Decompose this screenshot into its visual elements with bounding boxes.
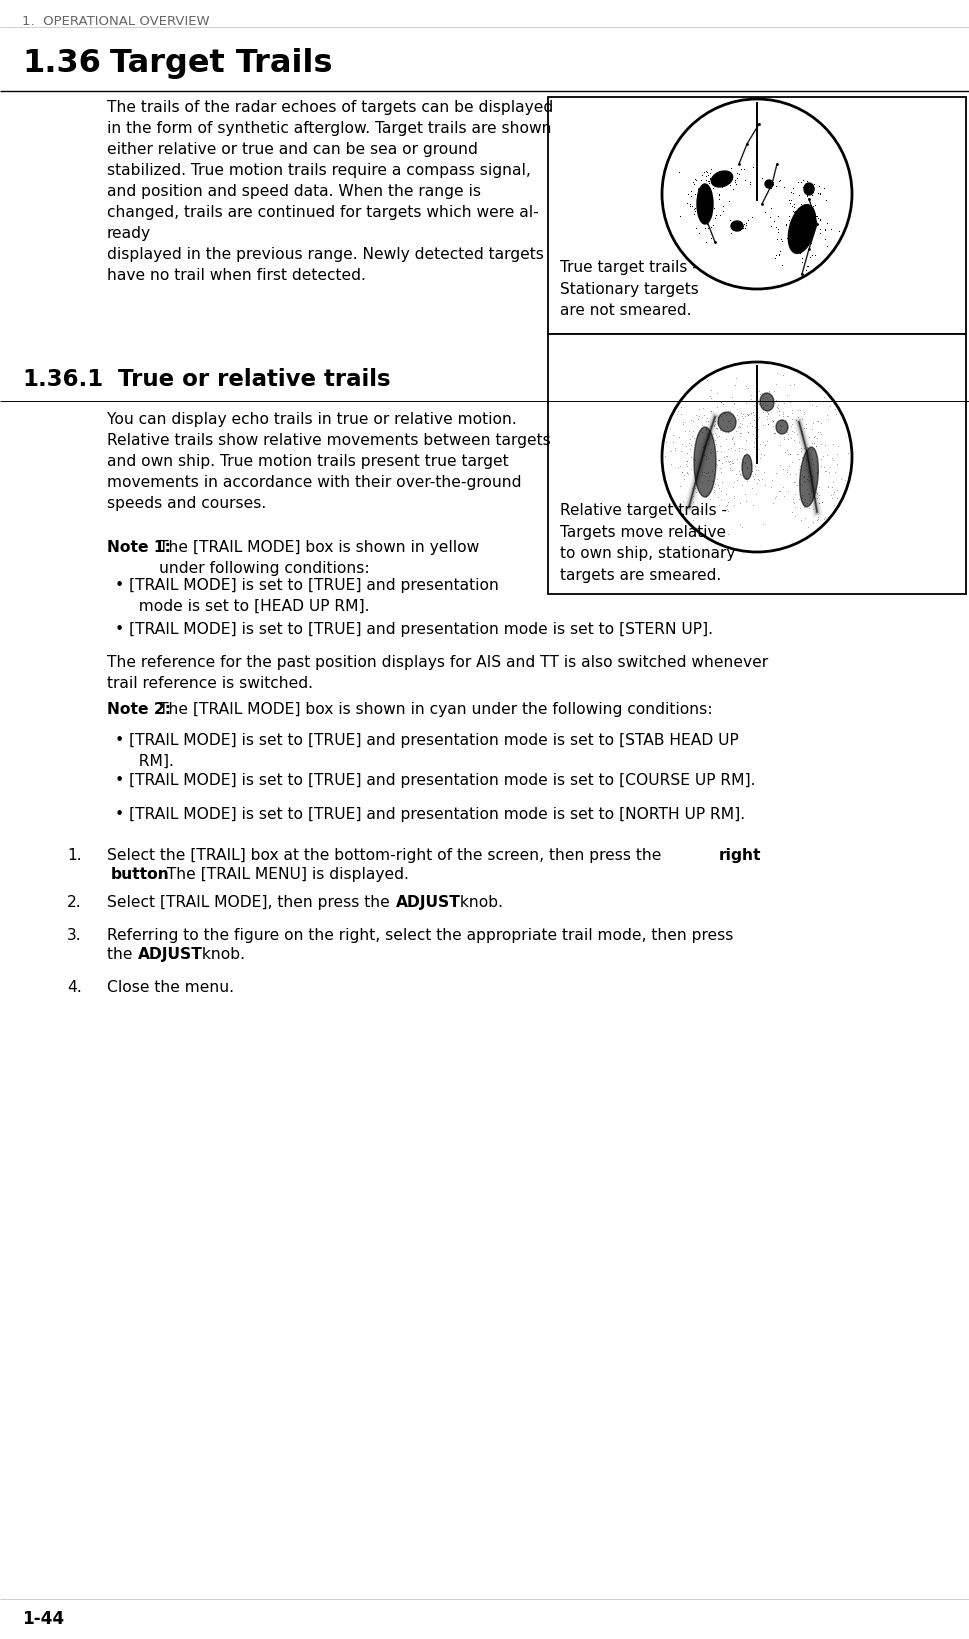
Text: 4.: 4. xyxy=(67,980,81,995)
Text: [TRAIL MODE] is set to [TRUE] and presentation mode is set to [NORTH UP RM].: [TRAIL MODE] is set to [TRUE] and presen… xyxy=(129,806,744,821)
Text: •: • xyxy=(115,621,124,636)
Text: [TRAIL MODE] is set to [TRUE] and presentation mode is set to [STERN UP].: [TRAIL MODE] is set to [TRUE] and presen… xyxy=(129,621,712,636)
Text: True or relative trails: True or relative trails xyxy=(118,367,391,390)
Text: ADJUST: ADJUST xyxy=(395,895,460,910)
Ellipse shape xyxy=(697,185,712,225)
Ellipse shape xyxy=(803,184,813,197)
Text: 2.: 2. xyxy=(67,895,81,910)
Ellipse shape xyxy=(731,221,742,231)
Text: •: • xyxy=(115,577,124,593)
Text: Select [TRAIL MODE], then press the: Select [TRAIL MODE], then press the xyxy=(107,895,394,910)
Text: Note 2:: Note 2: xyxy=(107,701,171,716)
Text: 1.36: 1.36 xyxy=(22,48,101,79)
Text: •: • xyxy=(115,772,124,787)
Text: 1.: 1. xyxy=(67,847,81,862)
Text: . The [TRAIL MENU] is displayed.: . The [TRAIL MENU] is displayed. xyxy=(157,867,409,882)
Ellipse shape xyxy=(765,180,772,188)
Text: Target Trails: Target Trails xyxy=(109,48,332,79)
Text: ADJUST: ADJUST xyxy=(138,946,203,962)
Text: 1.36.1: 1.36.1 xyxy=(22,367,103,390)
Text: The trails of the radar echoes of targets can be displayed
in the form of synthe: The trails of the radar echoes of target… xyxy=(107,100,552,284)
Text: right: right xyxy=(718,847,761,862)
Text: Relative target trails -
Targets move relative
to own ship, stationary
targets a: Relative target trails - Targets move re… xyxy=(559,503,735,582)
Text: 3.: 3. xyxy=(67,928,81,942)
Ellipse shape xyxy=(788,205,815,254)
Text: [TRAIL MODE] is set to [TRUE] and presentation mode is set to [STAB HEAD UP
  RM: [TRAIL MODE] is set to [TRUE] and presen… xyxy=(129,733,738,769)
Text: Select the [TRAIL] box at the bottom-right of the screen, then press the: Select the [TRAIL] box at the bottom-rig… xyxy=(107,847,666,862)
Text: knob.: knob. xyxy=(454,895,503,910)
Ellipse shape xyxy=(710,172,732,188)
Text: Close the menu.: Close the menu. xyxy=(107,980,234,995)
Ellipse shape xyxy=(759,393,773,411)
Text: button: button xyxy=(110,867,170,882)
Text: The reference for the past position displays for AIS and TT is also switched whe: The reference for the past position disp… xyxy=(107,654,767,690)
Text: You can display echo trails in true or relative motion.
Relative trails show rel: You can display echo trails in true or r… xyxy=(107,411,550,511)
Ellipse shape xyxy=(717,413,735,433)
FancyBboxPatch shape xyxy=(547,334,965,595)
FancyBboxPatch shape xyxy=(547,98,965,334)
Text: the: the xyxy=(107,946,138,962)
Text: •: • xyxy=(115,733,124,747)
Text: [TRAIL MODE] is set to [TRUE] and presentation
  mode is set to [HEAD UP RM].: [TRAIL MODE] is set to [TRUE] and presen… xyxy=(129,577,498,613)
Text: [TRAIL MODE] is set to [TRUE] and presentation mode is set to [COURSE UP RM].: [TRAIL MODE] is set to [TRUE] and presen… xyxy=(129,772,755,787)
Text: •: • xyxy=(115,806,124,821)
Text: True target trails -
Stationary targets
are not smeared.: True target trails - Stationary targets … xyxy=(559,261,698,318)
Text: The [TRAIL MODE] box is shown in cyan under the following conditions:: The [TRAIL MODE] box is shown in cyan un… xyxy=(159,701,712,716)
Ellipse shape xyxy=(741,456,751,480)
Text: Note 1:: Note 1: xyxy=(107,539,171,554)
Ellipse shape xyxy=(775,421,787,434)
Text: 1.  OPERATIONAL OVERVIEW: 1. OPERATIONAL OVERVIEW xyxy=(22,15,209,28)
Text: 1-44: 1-44 xyxy=(22,1609,64,1628)
Ellipse shape xyxy=(798,447,818,508)
Text: knob.: knob. xyxy=(197,946,245,962)
Ellipse shape xyxy=(693,428,715,498)
Text: The [TRAIL MODE] box is shown in yellow
under following conditions:: The [TRAIL MODE] box is shown in yellow … xyxy=(159,539,479,575)
Text: Referring to the figure on the right, select the appropriate trail mode, then pr: Referring to the figure on the right, se… xyxy=(107,928,733,942)
